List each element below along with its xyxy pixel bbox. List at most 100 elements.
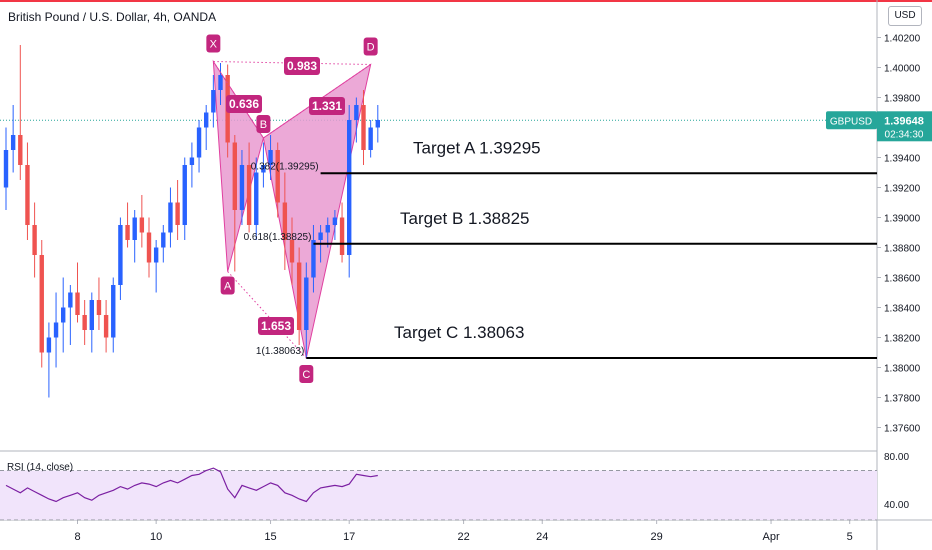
x-tick-label: 8 (74, 531, 80, 543)
candle-body (289, 240, 295, 263)
x-tick-label: 15 (264, 531, 276, 543)
candle-body (347, 120, 352, 255)
candle-body (268, 150, 273, 165)
y-tick-label: 1.38400 (884, 304, 921, 315)
fib-level-label: 1(1.38063) (256, 346, 304, 357)
candle-body (354, 105, 359, 120)
rsi-indicator-label: RSI (14, close) (7, 462, 74, 473)
y-tick-label: 1.40200 (884, 34, 921, 45)
candle-body (132, 217, 137, 240)
candle-body (111, 285, 116, 338)
y-tick-label: 1.38000 (884, 364, 921, 375)
candle-body (46, 337, 52, 353)
y-tick-label: 1.38200 (884, 334, 921, 345)
candle-body (10, 135, 16, 150)
ratio-badge (284, 57, 320, 75)
rsi-axis-label-bottom: 40.00 (884, 500, 909, 511)
candle-body (53, 322, 59, 338)
y-tick-label: 1.40000 (884, 64, 921, 75)
candle-body (232, 142, 237, 210)
candle-body (153, 247, 159, 263)
pattern-point-label: D (367, 42, 375, 54)
x-tick-label: Apr (762, 531, 779, 543)
y-tick-label: 1.37600 (884, 424, 921, 435)
candle-body (375, 120, 380, 128)
candle-body (96, 300, 102, 315)
candle-body (318, 232, 323, 240)
candle-body (296, 262, 302, 330)
candle-body (361, 105, 366, 150)
candle-body (139, 217, 145, 233)
candle-body (246, 165, 252, 225)
ratio-badge (309, 97, 345, 115)
countdown-label: 02:34:30 (885, 129, 924, 140)
fib-level-label: 0.618(1.38825) (244, 232, 312, 243)
candle-body (218, 75, 223, 90)
candle-body (211, 90, 216, 113)
y-tick-label: 1.39400 (884, 154, 921, 165)
candle-body (32, 225, 37, 255)
candle-body (339, 217, 345, 255)
ac-ratio-line (227, 271, 307, 359)
ratio-label: 1.331 (312, 99, 342, 113)
candle-body (25, 165, 30, 225)
candle-body (82, 315, 87, 330)
candle-body (254, 172, 259, 225)
candle-body (325, 225, 330, 233)
candle-body (75, 292, 80, 315)
rsi-line (5, 467, 378, 503)
target-label: Target B 1.38825 (400, 209, 529, 228)
ratio-badge (258, 317, 294, 335)
rsi-axis-label-top: 80.00 (884, 452, 909, 463)
candle-body (161, 232, 166, 248)
ratio-label: 0.983 (287, 59, 317, 73)
x-tick-label: 5 (847, 531, 853, 543)
pattern-point-badge (299, 365, 314, 384)
target-label: Target C 1.38063 (394, 323, 524, 342)
candle-body (311, 240, 316, 278)
price-tag (877, 111, 932, 142)
y-tick-label: 1.37800 (884, 394, 921, 405)
x-tick-label: 22 (457, 531, 469, 543)
candle-body (103, 315, 109, 338)
candle-body (175, 202, 180, 225)
ratio-label: 0.636 (229, 97, 259, 111)
candle-body (182, 165, 187, 225)
candle-body (261, 165, 266, 173)
rsi-band (0, 470, 877, 520)
x-tick-label: 24 (536, 531, 548, 543)
candle-body (275, 150, 280, 203)
candle-body (332, 217, 338, 225)
candle-body (189, 157, 195, 165)
candle-body (282, 202, 288, 240)
candle-body (204, 112, 209, 128)
pattern-point-label: X (210, 39, 218, 51)
pattern-point-badge (220, 276, 235, 295)
symbol-label: GBPUSD (830, 116, 872, 127)
candle-body (125, 225, 130, 240)
fib-level-label: 0.382(1.39295) (251, 161, 319, 172)
candle-body (196, 127, 202, 158)
y-tick-label: 1.39000 (884, 214, 921, 225)
y-tick-label: 1.39200 (884, 184, 921, 195)
pattern-point-label: B (260, 119, 267, 131)
ratio-badge (226, 95, 262, 113)
x-tick-label: 29 (651, 531, 663, 543)
candle-body (89, 300, 94, 330)
candle-body (304, 277, 309, 330)
x-tick-label: 17 (343, 531, 355, 543)
candle-body (168, 202, 173, 233)
candle-body (18, 135, 23, 165)
candle-body (61, 307, 66, 323)
symbol-tag (826, 111, 877, 130)
y-tick-label: 1.39800 (884, 94, 921, 105)
currency-badge[interactable]: USD (888, 6, 922, 26)
target-label: Target A 1.39295 (413, 138, 541, 157)
xb-ratio-line (212, 61, 264, 139)
y-tick-label: 1.38600 (884, 274, 921, 285)
y-tick-label: 1.38800 (884, 244, 921, 255)
pattern-point-badge (206, 34, 221, 53)
chart-title: British Pound / U.S. Dollar, 4h, OANDA (8, 10, 217, 24)
pattern-point-label: C (302, 369, 310, 381)
